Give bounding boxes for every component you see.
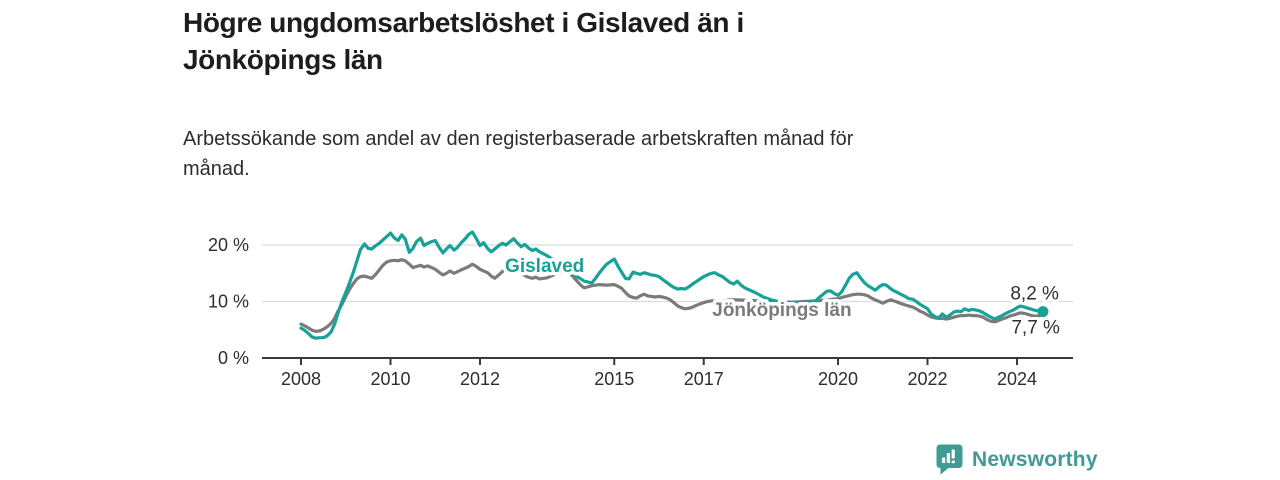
- x-tick-label: 2017: [684, 369, 724, 389]
- newsworthy-brand-label: Newsworthy: [972, 447, 1098, 471]
- x-tick-label: 2008: [281, 369, 321, 389]
- end-value-label-jonkopings-lan: 7,7 %: [1011, 317, 1060, 338]
- x-tick-label: 2022: [907, 369, 947, 389]
- series-line-gislaved: [299, 230, 1045, 340]
- series-end-dot-gislaved: [1037, 306, 1049, 318]
- chart-subtitle-line-1: Arbetssökande som andel av den registerb…: [183, 128, 854, 150]
- x-tick-label: 2010: [370, 369, 410, 389]
- x-tick-label: 2020: [818, 369, 858, 389]
- chart-title-line-2: Jönköpings län: [183, 44, 383, 75]
- x-tick-label: 2015: [594, 369, 634, 389]
- series-label-gislaved: Gislaved: [505, 256, 584, 277]
- series-line-jonkopings-lan: [299, 258, 1045, 333]
- y-tick-label: 10 %: [208, 292, 249, 312]
- chart-title: Högre ungdomsarbetslöshet i Gislaved än …: [183, 4, 744, 78]
- end-value-label-gislaved: 8,2 %: [1010, 284, 1059, 305]
- y-tick-label: 0 %: [218, 348, 249, 368]
- y-tick-label: 20 %: [208, 235, 249, 255]
- chart-subtitle-line-2: månad.: [183, 158, 250, 180]
- series-label-jonkopings-lan: Jönköpings län: [712, 300, 851, 321]
- newsworthy-brand-link[interactable]: Newsworthy: [936, 444, 1098, 475]
- chart-title-line-1: Högre ungdomsarbetslöshet i Gislaved än …: [183, 7, 744, 38]
- chart-subtitle: Arbetssökande som andel av den registerb…: [183, 124, 853, 184]
- x-tick-label: 2024: [997, 369, 1037, 389]
- newsworthy-chart-bubble-icon: [936, 444, 963, 475]
- x-tick-label: 2012: [460, 369, 500, 389]
